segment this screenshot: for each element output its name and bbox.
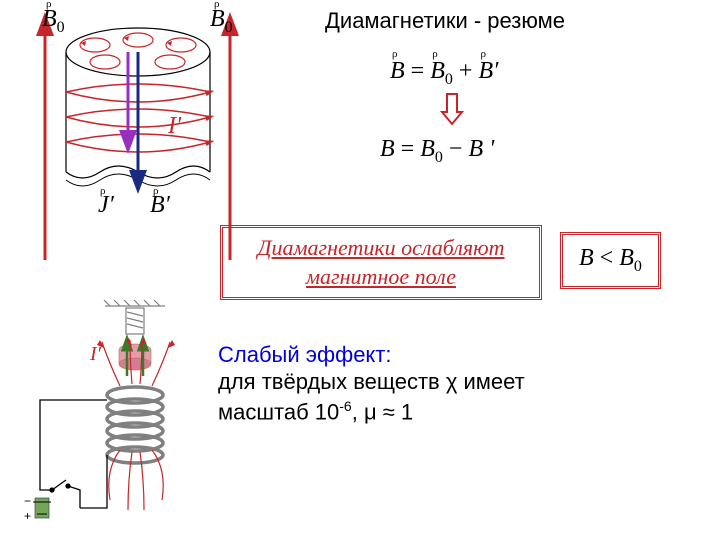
label-Iprime: I′ (168, 113, 181, 140)
weak-effect-label: Слабый эффект: (218, 342, 678, 368)
solenoid-diagram: − + (10, 300, 210, 530)
statement-line2: магнитное поле (241, 263, 521, 292)
weak-effect-body: для твёрдых веществ χ имеет масштаб 10-6… (218, 368, 678, 427)
label-Bprime: ρ B′ (150, 192, 170, 219)
label-B0-left: ρ B0 (42, 6, 65, 37)
label-Iprime-bottom: I′ (90, 343, 101, 366)
cylinder-diagram (10, 12, 250, 272)
weak-effect-text: Слабый эффект: для твёрдых веществ χ име… (218, 342, 678, 427)
label-B0-right: ρ B0 (210, 6, 233, 37)
formula-vector: ρB = ρB0 + ρB′ (390, 58, 498, 89)
formula-scalar: B = B0 − B ' (380, 136, 494, 167)
svg-text:−: − (24, 494, 31, 508)
statement-line1: Диамагнетики ослабляют (241, 234, 521, 263)
inequality-box: B < B0 (560, 232, 661, 289)
label-Jprime: ρ J′ (98, 192, 114, 219)
svg-text:+: + (24, 509, 31, 523)
statement-box: Диамагнетики ослабляют магнитное поле (220, 225, 542, 300)
implies-arrow-icon (440, 92, 464, 126)
page-title: Диамагнетики - резюме (325, 8, 565, 34)
